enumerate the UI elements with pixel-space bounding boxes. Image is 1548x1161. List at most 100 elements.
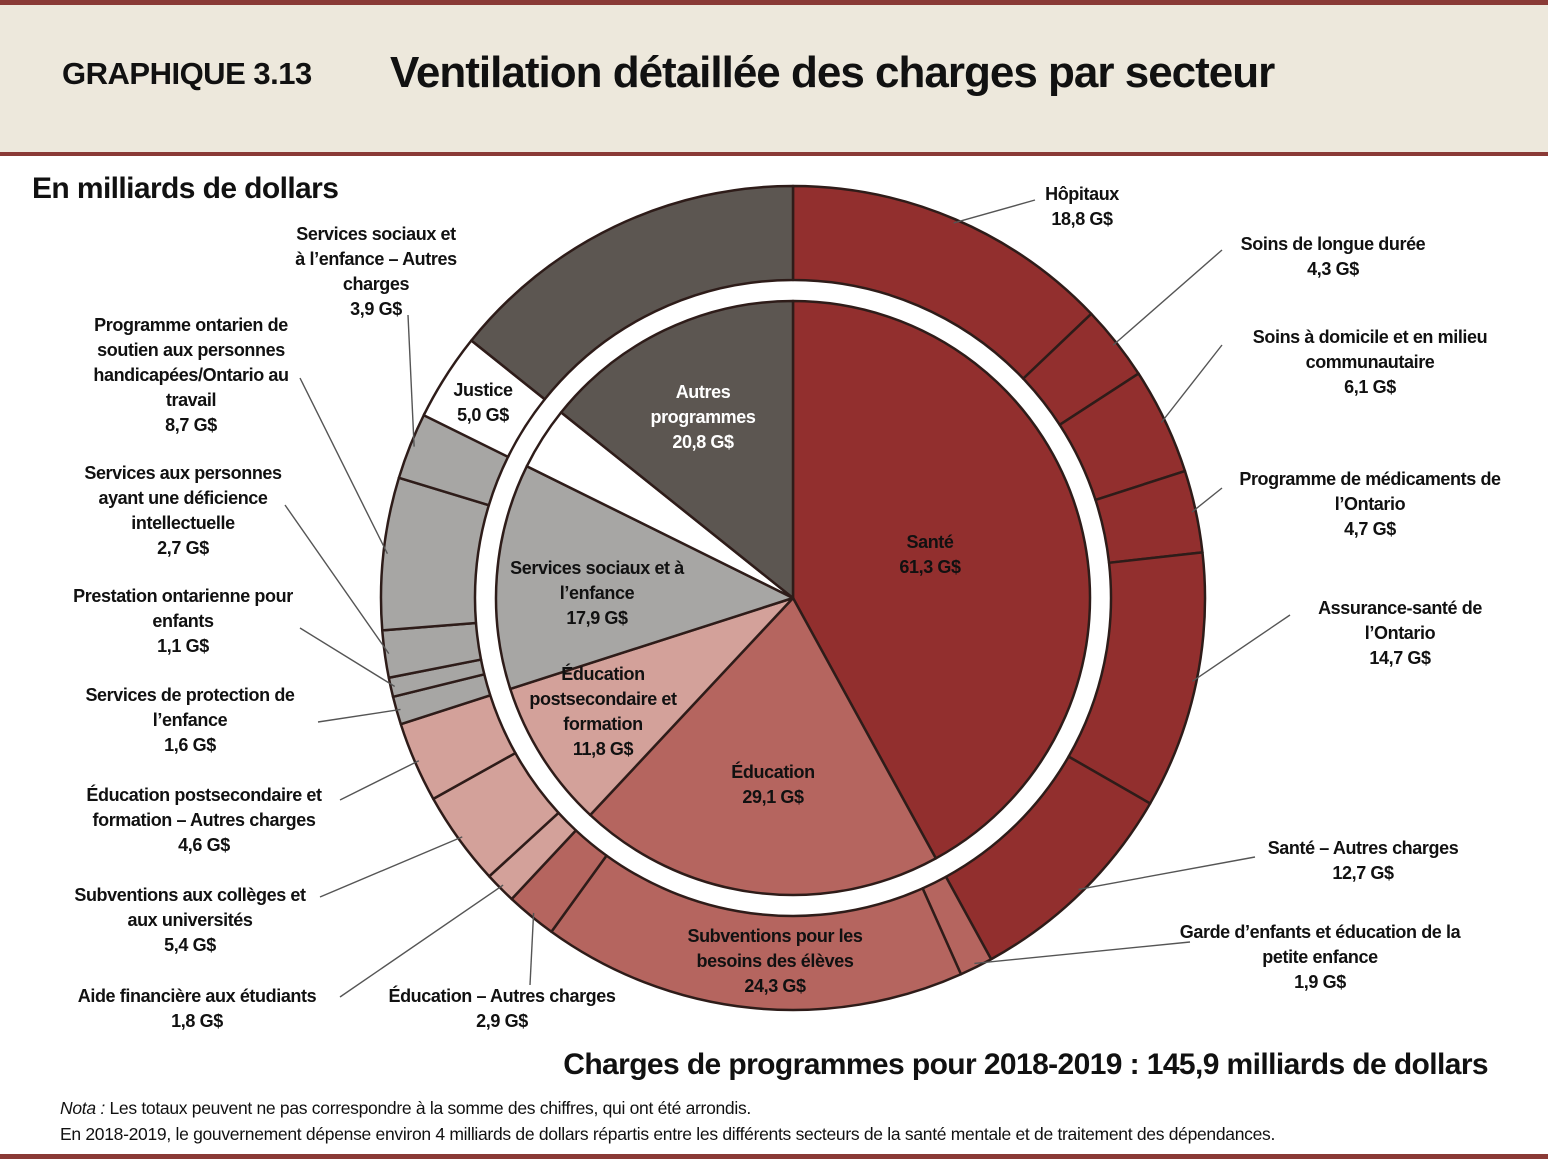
chart-title: Ventilation détaillée des charges par se… bbox=[390, 48, 1275, 97]
label-name: Programme ontarien de soutien aux person… bbox=[93, 315, 289, 410]
leader-line bbox=[299, 627, 396, 688]
label-name: Éducation postsecondaire et formation – … bbox=[86, 785, 322, 830]
leader-line bbox=[974, 941, 1191, 965]
leader-line bbox=[407, 314, 415, 447]
header-rule bbox=[0, 152, 1548, 156]
label-value: 3,9 G$ bbox=[350, 299, 402, 319]
label-name: Subventions aux collèges et aux universi… bbox=[74, 885, 306, 930]
slice-label: Soins à domicile et en milieu communauta… bbox=[1225, 325, 1515, 400]
leader-line bbox=[1192, 614, 1291, 682]
header-band bbox=[0, 0, 1548, 152]
slice-label: Éducation postsecondaire et formation 11,… bbox=[523, 662, 683, 762]
label-value: 1,9 G$ bbox=[1294, 972, 1346, 992]
total-label: Charges de programmes pour 2018-2019 : 1… bbox=[563, 1048, 1488, 1081]
leader-line bbox=[529, 912, 535, 986]
label-value: 17,9 G$ bbox=[566, 608, 628, 628]
label-value: 12,7 G$ bbox=[1332, 863, 1394, 883]
label-name: Services sociaux et à l’enfance – Autres… bbox=[295, 224, 457, 294]
label-name: Santé – Autres charges bbox=[1267, 838, 1459, 858]
inner-slice bbox=[588, 596, 938, 897]
label-name: Hôpitaux bbox=[1045, 184, 1119, 204]
label-name: Soins de longue durée bbox=[1240, 234, 1426, 254]
leader-line bbox=[953, 199, 1036, 224]
label-value: 61,3 G$ bbox=[899, 557, 961, 577]
leader-line bbox=[339, 760, 420, 801]
slice-label: Éducation – Autres charges 2,9 G$ bbox=[352, 984, 652, 1034]
label-value: 29,1 G$ bbox=[742, 787, 804, 807]
slice-label: Subventions aux collèges et aux universi… bbox=[60, 883, 320, 958]
slice-label: Garde d’enfants et éducation de la petit… bbox=[1170, 920, 1470, 995]
label-name: Services de protection de l’enfance bbox=[85, 685, 295, 730]
label-name: Justice bbox=[453, 380, 513, 400]
unit-label: En milliards de dollars bbox=[32, 172, 339, 205]
label-value: 2,7 G$ bbox=[157, 538, 209, 558]
slice-label: Services sociaux et à l’enfance – Autres… bbox=[291, 222, 461, 322]
label-name: Éducation – Autres charges bbox=[388, 986, 616, 1006]
slice-label: Éducation 29,1 G$ bbox=[703, 760, 843, 810]
label-value: 4,6 G$ bbox=[178, 835, 230, 855]
slice-label: Justice 5,0 G$ bbox=[438, 378, 528, 428]
label-value: 14,7 G$ bbox=[1369, 648, 1431, 668]
leader-line bbox=[1191, 487, 1223, 513]
label-value: 5,4 G$ bbox=[164, 935, 216, 955]
label-value: 6,1 G$ bbox=[1344, 377, 1396, 397]
inner-slice bbox=[494, 464, 795, 691]
label-name: Éducation postsecondaire et formation bbox=[529, 664, 677, 734]
label-value: 20,8 G$ bbox=[672, 432, 734, 452]
slice-label: Soins de longue durée 4,3 G$ bbox=[1213, 232, 1453, 282]
note: Nota : Les totaux peuvent ne pas corresp… bbox=[60, 1098, 751, 1119]
slice-label: Programme de médicaments de l’Ontario 4,7… bbox=[1225, 467, 1515, 542]
leader-line bbox=[339, 884, 504, 998]
label-value: 1,8 G$ bbox=[171, 1011, 223, 1031]
slice-label: Autres programmes 20,8 G$ bbox=[628, 380, 778, 455]
label-value: 2,9 G$ bbox=[476, 1011, 528, 1031]
note-lead: Nota : bbox=[60, 1098, 105, 1118]
slice-label: Aide financière aux étudiants 1,8 G$ bbox=[47, 984, 347, 1034]
label-name: Santé bbox=[906, 532, 954, 552]
slice-label: Prestation ontarienne pour enfants 1,1 G$ bbox=[53, 584, 313, 659]
label-value: 11,8 G$ bbox=[572, 739, 634, 759]
inner-slice bbox=[791, 299, 1092, 860]
label-value: 18,8 G$ bbox=[1051, 209, 1113, 229]
leader-line bbox=[319, 836, 463, 898]
label-name: Assurance-santé de l’Ontario bbox=[1318, 598, 1482, 643]
label-value: 1,1 G$ bbox=[157, 636, 209, 656]
label-name: Soins à domicile et en milieu communauta… bbox=[1252, 327, 1488, 372]
outer-slice bbox=[470, 184, 795, 401]
slice-label: Services aux personnes ayant une déficie… bbox=[63, 461, 303, 561]
label-value: 8,7 G$ bbox=[165, 415, 217, 435]
label-name: Services sociaux et à l’enfance bbox=[510, 558, 684, 603]
leader-line bbox=[1112, 249, 1223, 346]
label-value: 1,6 G$ bbox=[164, 735, 216, 755]
label-value: 24,3 G$ bbox=[744, 976, 806, 996]
label-name: Subventions pour les besoins des élèves bbox=[687, 926, 863, 971]
inner-slice bbox=[509, 596, 795, 817]
slice-label: Santé 61,3 G$ bbox=[870, 530, 990, 580]
footer-rule bbox=[0, 1154, 1548, 1159]
slice-label: Éducation postsecondaire et formation – … bbox=[54, 783, 354, 858]
slice-label: Santé – Autres charges 12,7 G$ bbox=[1243, 836, 1483, 886]
label-value: 4,3 G$ bbox=[1307, 259, 1359, 279]
label-name: Garde d’enfants et éducation de la petit… bbox=[1179, 922, 1461, 967]
slice-label: Subventions pour les besoins des élèves 2… bbox=[665, 924, 885, 999]
label-name: Éducation bbox=[731, 762, 815, 782]
slice-label: Services sociaux et à l’enfance 17,9 G$ bbox=[497, 556, 697, 631]
leader-line bbox=[1078, 856, 1256, 891]
note: En 2018-2019, le gouvernement dépense en… bbox=[60, 1124, 1276, 1144]
label-name: Aide financière aux étudiants bbox=[77, 986, 317, 1006]
slice-label: Hôpitaux 18,8 G$ bbox=[1022, 182, 1142, 232]
label-name: Prestation ontarienne pour enfants bbox=[73, 586, 293, 631]
leader-line bbox=[1160, 344, 1223, 423]
note-text: Les totaux peuvent ne pas correspondre à… bbox=[109, 1098, 751, 1118]
label-value: 5,0 G$ bbox=[457, 405, 509, 425]
label-name: Services aux personnes ayant une déficie… bbox=[84, 463, 282, 533]
slice-label: Assurance-santé de l’Ontario 14,7 G$ bbox=[1295, 596, 1505, 671]
label-name: Autres programmes bbox=[650, 382, 756, 427]
slice-label: Services de protection de l’enfance 1,6 G… bbox=[60, 683, 320, 758]
label-name: Programme de médicaments de l’Ontario bbox=[1239, 469, 1501, 514]
leader-line bbox=[299, 377, 389, 555]
label-value: 4,7 G$ bbox=[1344, 519, 1396, 539]
leader-line bbox=[284, 504, 390, 655]
chart-number: GRAPHIQUE 3.13 bbox=[62, 56, 312, 91]
